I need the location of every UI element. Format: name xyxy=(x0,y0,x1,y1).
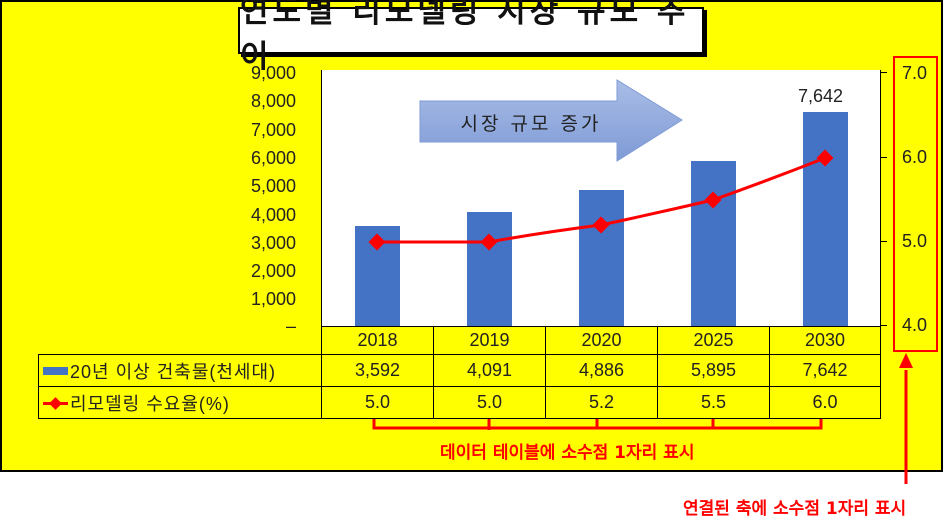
y-left-tick-6000: 6,000 xyxy=(250,148,296,168)
y-left-tick-4000: 4,000 xyxy=(250,205,296,225)
y-right-tick-mark xyxy=(880,72,887,73)
y-left-tick-8000: 8,000 xyxy=(250,91,296,111)
line-point-2030[interactable] xyxy=(816,149,834,167)
table-cell: 5.2 xyxy=(545,386,658,419)
y-left-tick-1000: 1,000 xyxy=(250,289,296,309)
y-left-tick-7000: 7,000 xyxy=(250,120,296,140)
table-cell: 5.0 xyxy=(321,386,434,419)
line-point-2019[interactable] xyxy=(480,233,498,251)
row-label-text: 20년 이상 건축물(천세대) xyxy=(70,361,277,382)
table-decimal-annotation: 데이터 테이블에 소수점 1자리 표시 xyxy=(440,443,695,463)
y-right-tick-mark xyxy=(880,241,887,242)
y-right-axis-line xyxy=(880,70,881,326)
y-left-tick-2000: 2,000 xyxy=(250,261,296,281)
table-row-label-buildings: 20년 이상 건축물(천세대) xyxy=(38,354,322,387)
y-right-tick-6: 6.0 xyxy=(902,147,928,167)
bar-series xyxy=(355,112,848,326)
y-left-tick-5000: 5,000 xyxy=(250,176,296,196)
table-year-2025: 2025 xyxy=(657,326,770,355)
table-row-label-demand-rate: 리모델링 수요율(%) xyxy=(38,386,322,419)
right-axis-highlight-box xyxy=(893,56,938,352)
table-cell: 6.0 xyxy=(769,386,881,419)
y-right-tick-4: 4.0 xyxy=(902,315,928,335)
table-cell: 3,592 xyxy=(321,354,434,387)
y-right-tick-7: 7.0 xyxy=(902,63,928,83)
arrow-callout-label: 시장 규모 증가 xyxy=(460,113,602,135)
y-left-tick-9000: 9,000 xyxy=(250,63,296,83)
legend-bar-swatch xyxy=(43,366,68,375)
bar-2020[interactable] xyxy=(579,190,624,326)
bar-2030[interactable] xyxy=(803,112,848,326)
axis-decimal-annotation: 연결된 축에 소수점 1자리 표시 xyxy=(683,499,907,519)
data-label-2030: 7,642 xyxy=(798,86,844,106)
bar-2019[interactable] xyxy=(467,212,512,326)
line-series xyxy=(368,149,834,251)
table-cell: 4,091 xyxy=(433,354,546,387)
line-point-2020[interactable] xyxy=(592,216,610,234)
table-cell: 5.5 xyxy=(657,386,770,419)
bar-2025[interactable] xyxy=(691,161,736,326)
table-year-2019: 2019 xyxy=(433,326,546,355)
table-year-2018: 2018 xyxy=(321,326,434,355)
table-cell: 5,895 xyxy=(657,354,770,387)
y-left-tick-0: – xyxy=(285,316,296,336)
arrow-callout-shape xyxy=(419,79,683,162)
legend-line-swatch xyxy=(43,396,68,410)
table-cell: 5.0 xyxy=(433,386,546,419)
axis-annotation-arrow xyxy=(899,353,913,484)
line-point-2018[interactable] xyxy=(368,233,386,251)
y-right-tick-mark xyxy=(880,157,887,158)
table-year-2020: 2020 xyxy=(545,326,658,355)
y-right-tick-mark xyxy=(880,325,887,326)
table-cell: 4,886 xyxy=(545,354,658,387)
y-left-tick-3000: 3,000 xyxy=(250,233,296,253)
row-label-text: 리모델링 수요율(%) xyxy=(70,393,230,414)
table-cell: 7,642 xyxy=(769,354,881,387)
line-point-2025[interactable] xyxy=(704,191,722,209)
table-year-2030: 2030 xyxy=(769,326,881,355)
y-right-tick-5: 5.0 xyxy=(902,231,928,251)
